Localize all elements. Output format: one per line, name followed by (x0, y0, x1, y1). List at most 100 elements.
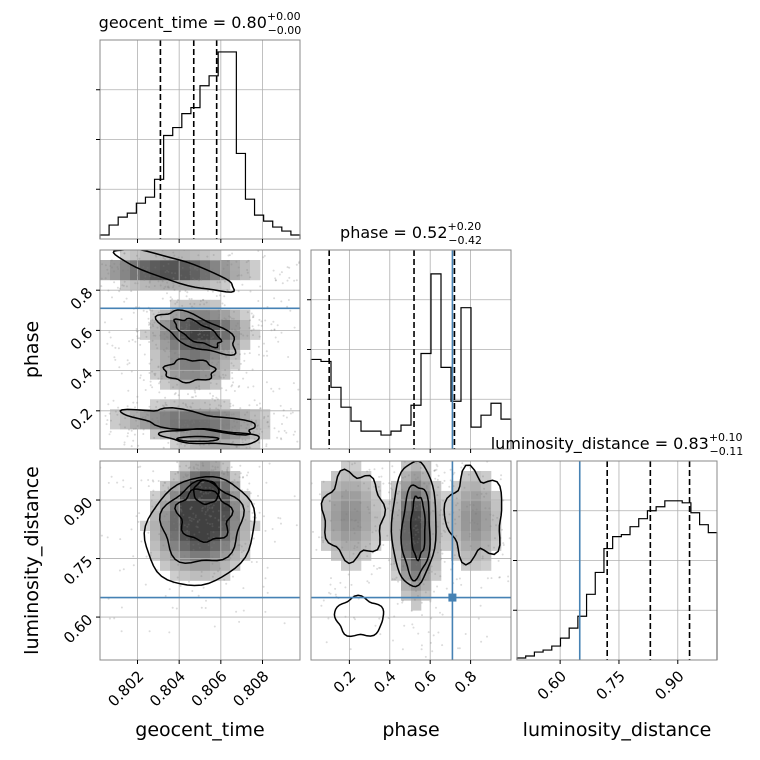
density-cell (190, 359, 201, 370)
density-cell (351, 510, 362, 522)
contour-line (157, 428, 260, 446)
density-cell (120, 269, 131, 281)
sample-point (76, 266, 78, 268)
density-cell (210, 339, 221, 350)
sample-point (170, 357, 173, 360)
sample-point (265, 481, 268, 484)
sample-point (153, 321, 156, 324)
sample-point (401, 507, 403, 510)
density-cell (240, 409, 251, 420)
density-cell (220, 480, 231, 492)
sample-point (167, 355, 170, 358)
sample-point (304, 423, 306, 425)
sample-point (433, 590, 435, 593)
sample-point (343, 518, 346, 521)
sample-point (409, 550, 412, 553)
sample-point (393, 562, 396, 565)
sample-point (163, 490, 166, 492)
sample-point (203, 417, 206, 419)
sample-point (304, 256, 306, 258)
density-cell (491, 530, 502, 541)
sample-point (400, 480, 403, 483)
sample-point (96, 372, 98, 374)
sample-point (174, 419, 177, 422)
sample-point (233, 420, 236, 423)
sample-point (220, 405, 222, 407)
density-cell (160, 490, 171, 502)
density-cell (200, 299, 211, 311)
sample-point (242, 476, 245, 478)
sample-point (337, 407, 339, 409)
sample-point (418, 516, 420, 519)
sample-point (165, 320, 168, 323)
sample-point (158, 391, 161, 394)
sample-point (183, 444, 186, 447)
sample-point (414, 478, 417, 481)
sample-point (174, 527, 177, 530)
sample-point (237, 266, 240, 269)
truth-marker (448, 593, 457, 602)
sample-point (438, 514, 441, 517)
sample-point (162, 414, 165, 417)
sample-point (218, 357, 221, 360)
sample-point (231, 317, 233, 320)
sample-point (205, 518, 208, 521)
sample-point (434, 477, 437, 480)
sample-point (215, 382, 218, 385)
sample-point (434, 469, 437, 472)
sample-point (176, 410, 179, 413)
density-cell (250, 329, 261, 340)
sample-point (263, 515, 265, 518)
density-cell (170, 329, 181, 340)
density-cell (220, 490, 231, 502)
sample-point (145, 268, 148, 271)
sample-point (165, 513, 168, 516)
sample-point (450, 568, 452, 571)
sample-point (378, 566, 381, 569)
sample-point (217, 498, 220, 501)
sample-point (186, 538, 188, 541)
sample-point (213, 399, 216, 402)
sample-point (183, 524, 186, 527)
sample-point (117, 347, 120, 350)
density-cell (180, 490, 191, 502)
sample-point (165, 347, 168, 350)
density-cell (421, 500, 432, 512)
sample-point (211, 562, 214, 565)
sample-point (408, 685, 410, 687)
sample-point (205, 276, 208, 279)
sample-point (379, 633, 382, 636)
title-minus: −0.00 (268, 24, 302, 37)
sample-point (292, 433, 295, 436)
sample-point (176, 301, 179, 304)
sample-point (159, 380, 162, 383)
sample-point (471, 519, 474, 522)
x-tick-label: 0.60 (534, 667, 570, 703)
density-cell (190, 530, 201, 541)
sample-point (436, 478, 439, 481)
sample-point (204, 401, 206, 404)
density-cell (351, 480, 362, 492)
sample-point (152, 470, 155, 473)
sample-point (402, 565, 405, 568)
sample-point (414, 533, 417, 536)
sample-point (197, 333, 200, 336)
sample-point (196, 520, 199, 523)
sample-point (171, 308, 174, 311)
sample-point (334, 593, 337, 596)
sample-point (380, 427, 382, 429)
density-cell (170, 369, 181, 380)
sample-point (281, 282, 284, 285)
sample-point (139, 376, 142, 379)
density-cell (200, 570, 211, 581)
sample-point (341, 546, 344, 549)
density-cell (180, 409, 191, 420)
sample-point (436, 465, 439, 468)
sample-point (183, 423, 186, 426)
sample-point (207, 544, 210, 547)
density-cell (491, 540, 502, 551)
density-cell (331, 480, 342, 492)
density-cell (461, 480, 472, 492)
density-cell (401, 480, 412, 492)
sample-point (350, 583, 353, 586)
